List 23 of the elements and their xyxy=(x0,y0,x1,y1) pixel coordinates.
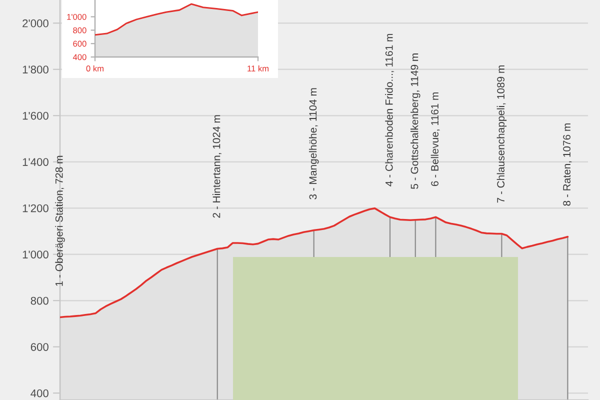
x-tick-label: 5 - Gottschalkenberg, 1149 m xyxy=(410,54,420,189)
y-tick-label: 1'400 xyxy=(22,158,48,166)
y-tick-label: 600 xyxy=(73,40,86,47)
y-tick-label: 600 xyxy=(30,343,48,351)
x-tick-label: 7 - Chlausenchappeli, 1089 m xyxy=(496,65,507,203)
x-tick-label: 3 - Mangelhöhe, 1104 m xyxy=(308,88,319,200)
x-tick-label: 2 - Hintertann, 1024 m xyxy=(212,115,222,218)
x-tick-label: 8 - Raten, 1076 m xyxy=(563,124,572,206)
x-tick-label: 1 - Oberägeri Station, 728 m xyxy=(55,156,65,286)
y-tick-label: 800 xyxy=(73,27,86,34)
y-tick-label: 1'800 xyxy=(22,66,48,74)
y-tick-label: 1'600 xyxy=(22,112,48,120)
y-tick-label: 400 xyxy=(72,54,86,60)
y-tick-label: 1'000 xyxy=(22,250,48,258)
x-tick-label: 6 - Bellevue, 1161 m xyxy=(430,92,440,186)
y-tick-label: 1'200 xyxy=(22,204,48,212)
x-tick-label: 4 - Charenboden Frido..., 1161 m xyxy=(385,34,394,186)
y-tick-label: 2'000 xyxy=(22,19,48,28)
y-tick-label: 1'000 xyxy=(67,14,86,20)
y-tick-label: 400 xyxy=(30,389,48,398)
x-tick-label: 11 km xyxy=(248,65,268,72)
x-tick-label: 0 km xyxy=(86,65,104,72)
y-tick-label: 800 xyxy=(30,296,48,305)
